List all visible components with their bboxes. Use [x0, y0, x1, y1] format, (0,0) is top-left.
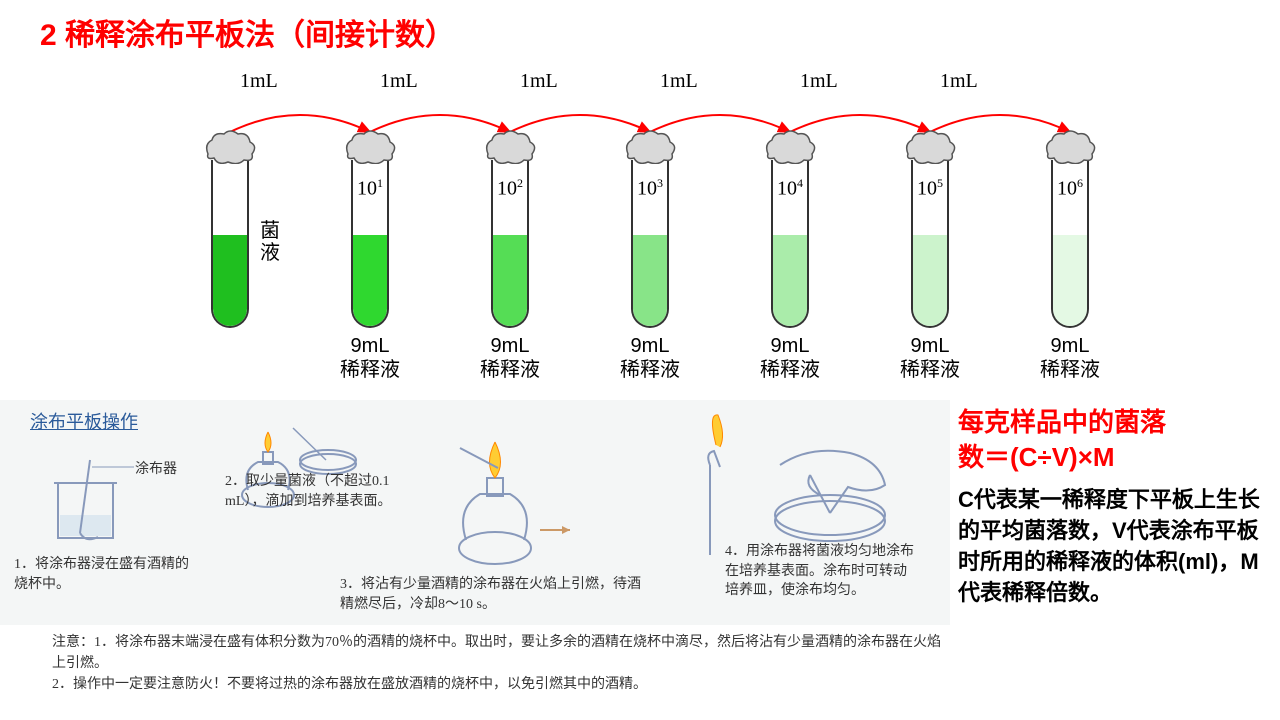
transfer-volume-label: 1mL — [660, 70, 698, 93]
procedure-title: 涂布平板操作 — [30, 408, 138, 434]
spreader-label: 涂布器 — [135, 458, 177, 478]
dilution-tube: 101 9mL稀释液 — [320, 130, 420, 382]
tube-cap-icon — [344, 130, 396, 164]
tube-liquid — [773, 235, 807, 326]
tube-liquid — [493, 235, 527, 326]
step-3-text: 3．将沾有少量酒精的涂布器在火焰上引燃，待酒精燃尽后，冷却8～10 s。 — [340, 575, 650, 614]
hand-spread-icon — [680, 405, 910, 565]
dilution-diagram: 1mL 1mL 1mL 1mL 1mL 1mL 菌液 101 9mL稀释液 — [170, 70, 1110, 400]
step-4-text: 4．用涂布器将菌液均匀地涂布在培养基表面。涂布时可转动培养皿，使涂布均匀。 — [725, 542, 920, 601]
tube-cap-icon — [484, 130, 536, 164]
dilution-factor: 104 — [764, 176, 816, 201]
tube-volume-label: 9mL稀释液 — [880, 334, 980, 382]
transfer-volume-label: 1mL — [940, 70, 978, 93]
tube-volume-label: 9mL稀释液 — [320, 334, 420, 382]
formula-line1: 每克样品中的菌落 — [958, 405, 1268, 440]
dilution-factor: 102 — [484, 176, 536, 201]
dilution-factor: 105 — [904, 176, 956, 201]
dilution-tube: 103 9mL稀释液 — [600, 130, 700, 382]
tube-cap-icon — [204, 130, 256, 164]
dilution-factor: 101 — [344, 176, 396, 201]
transfer-volume-label: 1mL — [800, 70, 838, 93]
tube-liquid — [633, 235, 667, 326]
tube-volume-label: 9mL稀释液 — [600, 334, 700, 382]
tube-liquid — [913, 235, 947, 326]
transfer-volume-label: 1mL — [240, 70, 278, 93]
formula-description: C代表某一稀释度下平板上生长的平均菌落数，V代表涂布平板时所用的稀释液的体积(m… — [958, 485, 1268, 608]
test-tube-icon: 104 — [764, 130, 816, 330]
procedure-notes: 注意：1．将涂布器末端浸在盛有体积分数为70％的酒精的烧杯中。取出时，要让多余的… — [52, 632, 942, 695]
dilution-tube: 105 9mL稀释液 — [880, 130, 980, 382]
tube-cap-icon — [1044, 130, 1096, 164]
step-2-text: 2．取少量菌液（不超过0.1 mL），滴加到培养基表面。 — [225, 472, 400, 511]
step-1-text: 1．将涂布器浸在盛有酒精的烧杯中。 — [14, 555, 194, 594]
stock-tube: 菌液 — [180, 130, 280, 358]
tube-liquid — [1053, 235, 1087, 326]
test-tube-icon: 菌液 — [204, 130, 256, 330]
formula-box: 每克样品中的菌落 数＝(C÷V)×M C代表某一稀释度下平板上生长的平均菌落数，… — [958, 405, 1268, 608]
dilution-factor: 106 — [1044, 176, 1096, 201]
test-tube-icon: 102 — [484, 130, 536, 330]
tube-cap-icon — [904, 130, 956, 164]
tube-cap-icon — [764, 130, 816, 164]
formula-line2: 数＝(C÷V)×M — [958, 440, 1268, 475]
dilution-tube: 102 9mL稀释液 — [460, 130, 560, 382]
title-text: 2 稀释涂布平板法（间接计数） — [40, 19, 455, 52]
tube-body — [211, 160, 249, 328]
lamp-flame-icon — [440, 428, 570, 568]
tube-volume-label: 9mL稀释液 — [1020, 334, 1120, 382]
tube-liquid — [213, 235, 247, 326]
tube-cap-icon — [624, 130, 676, 164]
tube-volume-label: 9mL稀释液 — [460, 334, 560, 382]
test-tube-icon: 106 — [1044, 130, 1096, 330]
dilution-tube: 104 9mL稀释液 — [740, 130, 840, 382]
dilution-factor: 103 — [624, 176, 676, 201]
transfer-volume-label: 1mL — [380, 70, 418, 93]
test-tube-icon: 105 — [904, 130, 956, 330]
test-tube-icon: 103 — [624, 130, 676, 330]
tube-liquid — [353, 235, 387, 326]
test-tube-icon: 101 — [344, 130, 396, 330]
spreader-line-icon — [92, 462, 137, 472]
transfer-volume-label: 1mL — [520, 70, 558, 93]
page-title: 2 稀释涂布平板法（间接计数） — [40, 10, 455, 54]
procedure-illustration: 涂布平板操作 涂布器 1．将涂布器浸在盛有酒精的烧杯中。 2．取少量菌液（不超过… — [0, 400, 950, 625]
tube-volume-label: 9mL稀释液 — [740, 334, 840, 382]
tube-volume-label — [180, 334, 280, 358]
stock-label: 菌液 — [260, 220, 280, 264]
dilution-tube: 106 9mL稀释液 — [1020, 130, 1120, 382]
